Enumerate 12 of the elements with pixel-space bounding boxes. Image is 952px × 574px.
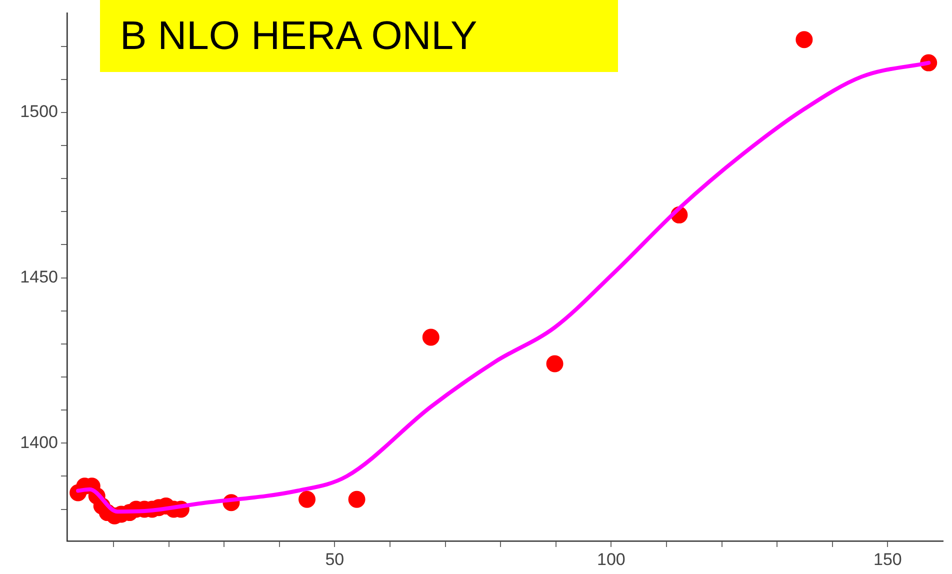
x-tick-label: 150 <box>874 550 902 569</box>
point <box>348 490 366 508</box>
point <box>298 490 316 508</box>
point <box>546 355 564 372</box>
x-tick-label: 100 <box>596 550 626 569</box>
point <box>796 31 813 48</box>
point <box>422 328 440 346</box>
y-tick-label: 1500 <box>20 102 58 122</box>
x-tick-label: 50 <box>325 550 344 569</box>
chart-title: B NLO HERA ONLY <box>120 14 478 58</box>
y-tick-label: 1450 <box>20 267 58 286</box>
y-tick-label: 1400 <box>20 432 58 452</box>
